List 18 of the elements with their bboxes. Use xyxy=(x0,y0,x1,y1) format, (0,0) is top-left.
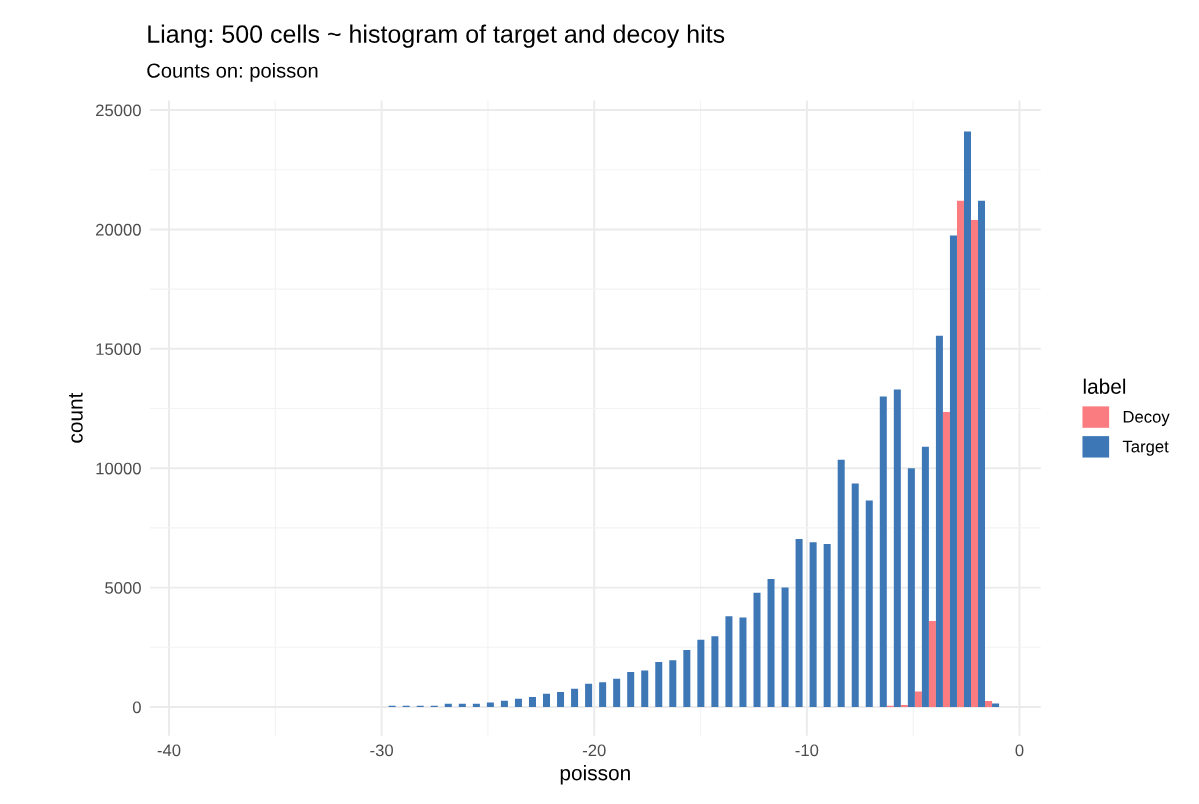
legend-label: Decoy xyxy=(1123,411,1170,426)
chart-title: Liang: 500 cells ~ histogram of target and decoy hits xyxy=(148,24,725,48)
y-tick-label: 15000 xyxy=(96,343,141,356)
legend-label: Target xyxy=(1122,440,1169,456)
x-tick-label: -30 xyxy=(370,744,394,757)
legend-title: label xyxy=(1083,378,1126,394)
x-tick-label: -40 xyxy=(157,744,181,757)
y-tick-label: 25000 xyxy=(96,104,141,117)
x-tick-label: -10 xyxy=(795,744,819,757)
x-axis-title: poisson xyxy=(560,765,630,785)
y-tick-label: 10000 xyxy=(96,462,141,475)
x-tick-label: 0 xyxy=(1015,744,1024,757)
y-tick-label: 0 xyxy=(132,701,141,714)
y-axis-title: count xyxy=(69,392,83,443)
y-tick-label: 20000 xyxy=(96,223,141,236)
x-tick-label: -20 xyxy=(582,744,606,757)
y-tick-label: 5000 xyxy=(105,582,141,594)
chart-subtitle: Counts on: poisson xyxy=(147,62,318,82)
